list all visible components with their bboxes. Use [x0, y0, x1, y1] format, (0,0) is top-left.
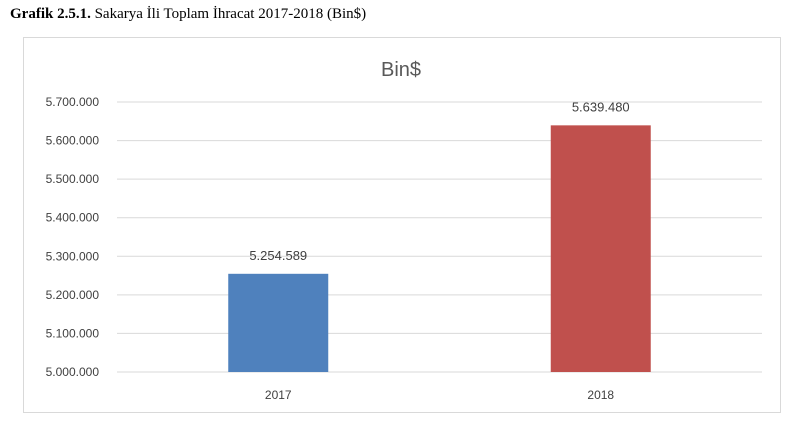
chart-frame	[23, 37, 781, 413]
chart-title: Bin$	[381, 59, 421, 81]
y-tick-label: 5.300.000	[46, 249, 100, 263]
y-tick-label: 5.100.000	[46, 326, 100, 340]
x-tick-label: 2018	[587, 388, 614, 402]
y-tick-label: 5.400.000	[46, 211, 100, 225]
y-axis-ticks: 5.000.000 5.100.000 5.200.000 5.300.000 5.40…	[46, 95, 100, 379]
y-tick-label: 5.600.000	[46, 134, 100, 148]
data-labels: 5.254.589 5.639.480	[249, 99, 629, 262]
caption-text: Sakarya İli Toplam İhracat 2017-2018 (Bi…	[90, 6, 367, 22]
bar-2017	[228, 273, 329, 372]
bars	[228, 125, 651, 372]
y-tick-label: 5.200.000	[46, 288, 100, 302]
gridlines	[117, 101, 762, 373]
x-tick-label: 2017	[265, 388, 292, 402]
y-tick-label: 5.000.000	[46, 365, 100, 379]
y-tick-label: 5.500.000	[46, 172, 100, 186]
data-label: 5.639.480	[572, 99, 630, 114]
bar-2018	[550, 125, 651, 372]
data-label: 5.254.589	[249, 248, 307, 263]
x-axis-ticks: 2017 2018	[265, 388, 615, 402]
y-tick-label: 5.700.000	[46, 95, 100, 109]
caption-label: Grafik 2.5.1.	[10, 6, 91, 22]
figure-caption: Grafik 2.5.1. Sakarya İli Toplam İhracat…	[10, 6, 366, 23]
